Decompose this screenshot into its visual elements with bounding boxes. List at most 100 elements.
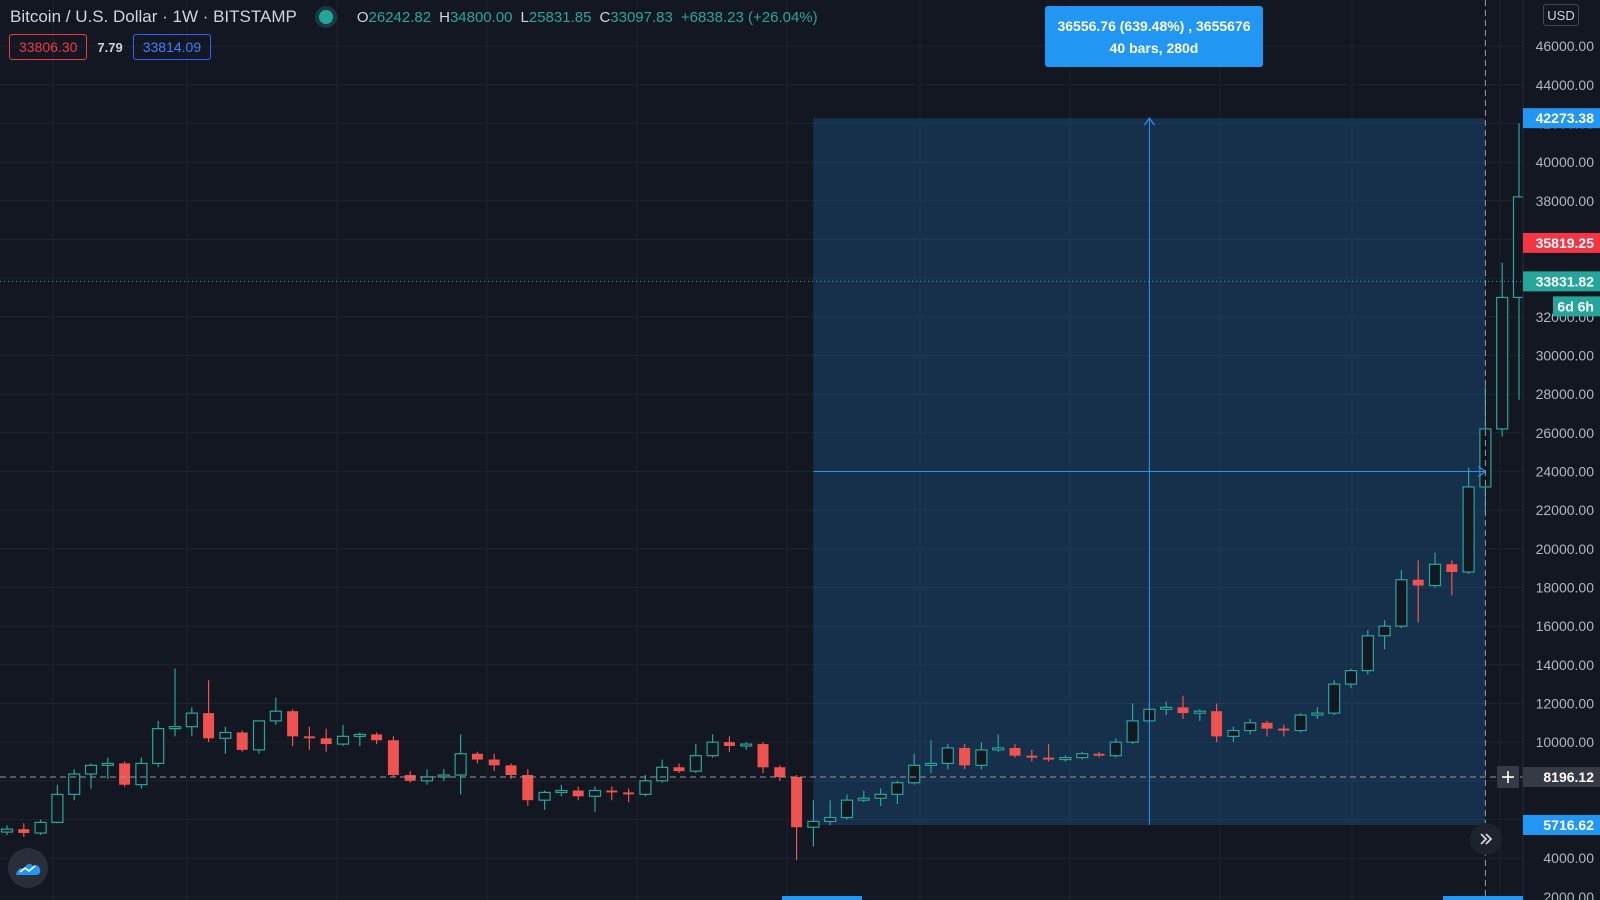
candle-down [287, 709, 299, 747]
candle-body [505, 765, 517, 776]
candle-down [757, 742, 769, 774]
low-value: 25831.85 [528, 8, 592, 26]
candle-up [1109, 738, 1122, 758]
candle-body [152, 728, 165, 765]
candle-up [1244, 718, 1257, 735]
previous-close-price: 35819.25 [1536, 235, 1595, 251]
price-scale-labels: 42273.38 35819.25 33831.82 6d 6h 8196.12… [1523, 108, 1600, 835]
measure-bottom-price: 5716.62 [1543, 817, 1594, 833]
candle-body [1395, 579, 1408, 627]
candle-up [51, 784, 64, 824]
candle-down [203, 680, 215, 743]
candle-up [639, 775, 652, 797]
candle-up [538, 790, 551, 810]
candle-body [1261, 722, 1273, 729]
candle-body [740, 743, 753, 747]
sell-price-button[interactable]: 33806.30 [9, 34, 88, 60]
candle-body [1177, 707, 1189, 714]
price-scale-tick: 24000.00 [1536, 463, 1595, 479]
candle-body [404, 775, 416, 781]
scroll-to-realtime-button[interactable] [1470, 823, 1502, 855]
candle-down [387, 736, 399, 777]
candle-body [723, 742, 735, 747]
candle-body [908, 764, 921, 784]
candle-body [488, 759, 500, 766]
candle-body [1126, 720, 1139, 743]
candle-body [959, 747, 971, 766]
grid-lines [0, 0, 1523, 900]
candle-body [269, 710, 282, 722]
candle-up [252, 720, 266, 754]
measure-tooltip: 36556.76 (639.48%) , 3655676 40 bars, 28… [1045, 6, 1263, 67]
bar-countdown: 6d 6h [1557, 298, 1594, 314]
time-range-highlight [782, 896, 862, 900]
crosshair-add-button[interactable] [1497, 766, 1519, 789]
double-chevron-right-icon [1480, 833, 1493, 845]
candle-body [656, 766, 669, 782]
currency-button[interactable]: USD [1543, 4, 1579, 26]
candle-down [623, 788, 635, 803]
measure-bottom-price-label: 5716.62 [1523, 814, 1600, 835]
candle-body [471, 753, 483, 760]
candle-body [941, 747, 954, 765]
candle-up [857, 790, 870, 803]
candle-body [119, 763, 131, 785]
price-scale-tick: 28000.00 [1536, 386, 1595, 402]
tradingview-logo[interactable] [8, 848, 48, 888]
candle-down [1177, 695, 1189, 719]
time-range-highlight-end [1443, 896, 1523, 900]
candle-up [740, 742, 753, 750]
candle-up [454, 734, 467, 795]
candle-body [840, 799, 854, 819]
candle-body [706, 741, 719, 757]
symbol-title[interactable]: Bitcoin / U.S. Dollar · 1W · BITSTAMP [10, 7, 297, 26]
candle-up [1294, 713, 1307, 733]
candle-up [588, 786, 602, 812]
candles [0, 123, 1542, 861]
plus-icon [1502, 771, 1514, 784]
candle-up [1378, 620, 1391, 650]
buy-price-button[interactable]: 33814.09 [132, 34, 212, 60]
candle-down [723, 736, 735, 752]
candle-down [303, 726, 315, 750]
measure-up-arrow [1143, 117, 1155, 126]
candle-body [857, 797, 870, 801]
candle-body [303, 736, 315, 739]
candle-down [522, 769, 534, 806]
candle-up [891, 780, 904, 805]
candle-body [135, 762, 148, 786]
candle-body [51, 793, 64, 823]
candle-body [572, 790, 584, 797]
candle-down [791, 775, 803, 861]
candle-down [606, 786, 618, 801]
candle-up [101, 757, 114, 779]
candle-body [874, 793, 887, 799]
candle-up [1160, 701, 1173, 716]
quote-row: 33806.30 7.79 33814.09 [9, 34, 212, 60]
price-scale-tick: 26000.00 [1536, 425, 1595, 441]
candle-body [101, 762, 114, 766]
candle-up [353, 732, 366, 747]
candle-body [924, 762, 938, 766]
candle-body [639, 780, 652, 795]
candle-down [1211, 703, 1223, 743]
tradingview-logo-icon [16, 863, 41, 875]
candle-down [320, 728, 332, 752]
candle-body [34, 821, 47, 834]
candle-up [1496, 262, 1509, 437]
close-value: 33097.83 [610, 8, 673, 26]
candle-body [0, 828, 14, 833]
last-price-label: 33831.82 [1523, 271, 1600, 292]
candle-body [1361, 635, 1374, 672]
candle-up [1428, 552, 1442, 588]
market-status-dot[interactable] [318, 10, 333, 24]
candle-body [1009, 747, 1021, 756]
price-scale-tick: 44000.00 [1536, 77, 1595, 93]
candle-body [606, 790, 618, 793]
candle-up [1311, 707, 1324, 719]
candle-body [824, 816, 837, 823]
candle-body [1412, 579, 1424, 586]
